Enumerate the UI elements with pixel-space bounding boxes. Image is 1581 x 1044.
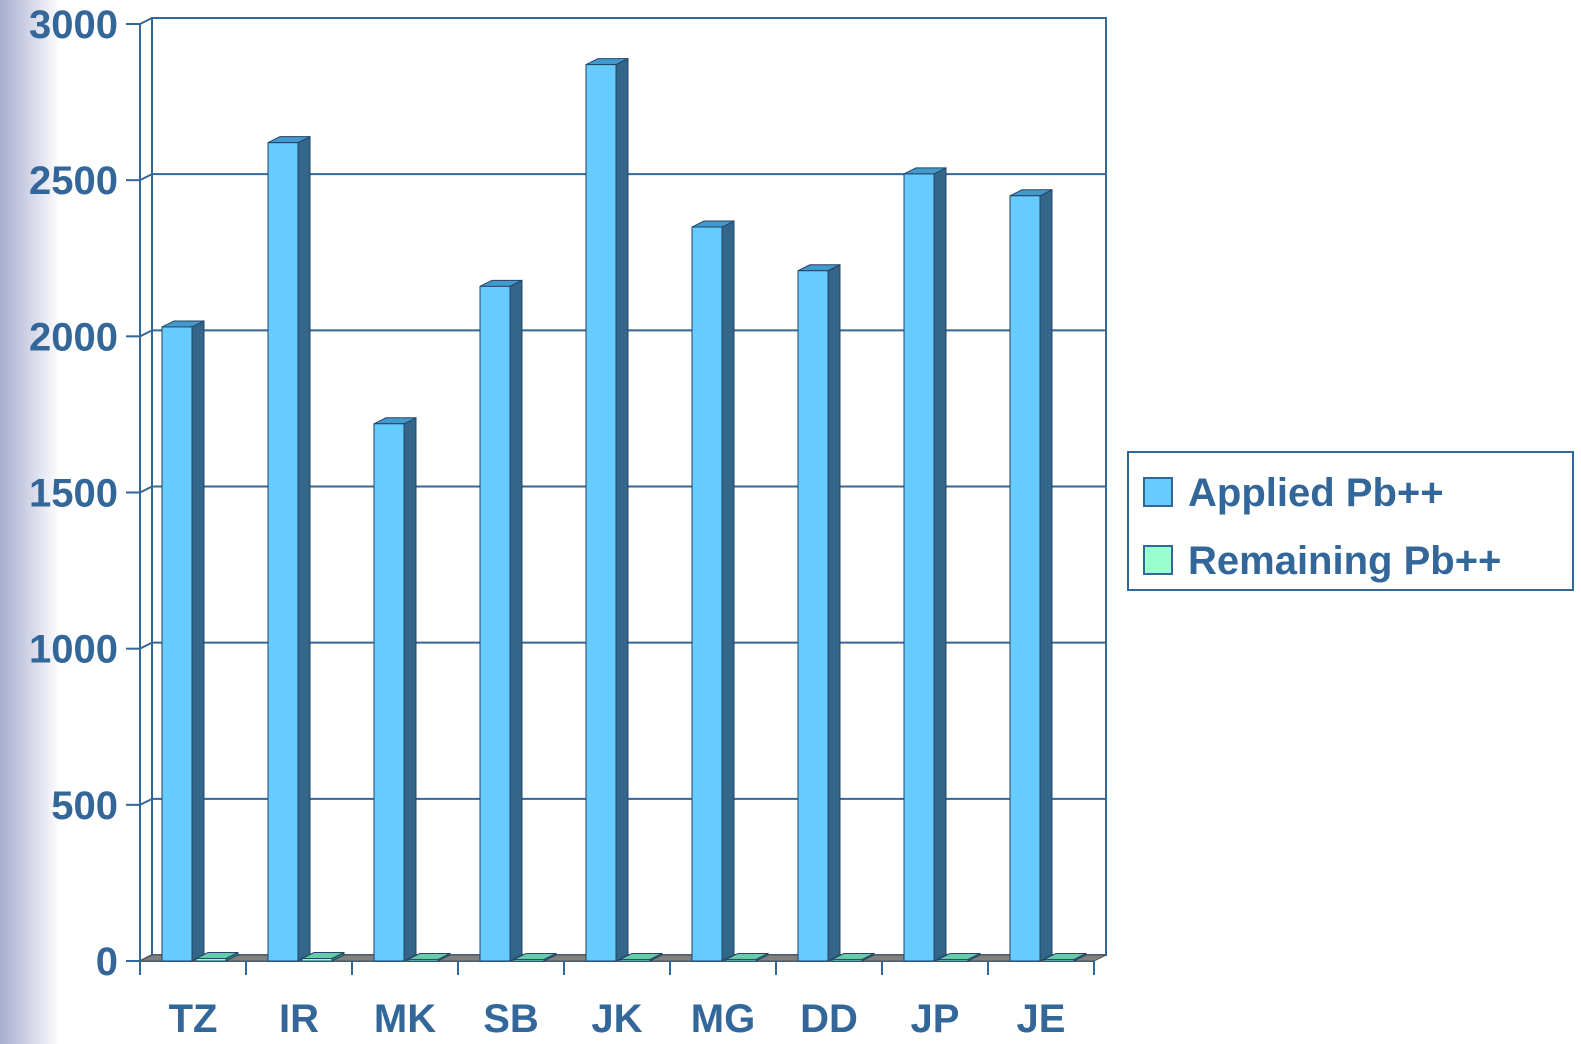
y-tick-label: 0 — [96, 940, 118, 984]
side-wall-grid-segment — [139, 797, 153, 806]
side-wall-grid-segment — [139, 17, 153, 25]
bar-applied-ir — [267, 135, 311, 962]
x-tick-label: SB — [483, 997, 539, 1041]
bar-applied-tz — [161, 320, 205, 962]
bar-remaining-ir — [301, 951, 345, 962]
bar-applied-je — [1009, 188, 1053, 962]
side-wall-grid-segment — [139, 173, 153, 182]
y-tick-label: 3000 — [29, 3, 118, 47]
x-tick-label: DD — [800, 997, 858, 1041]
legend-box — [1127, 451, 1574, 591]
legend-entry: Applied Pb++ — [1188, 471, 1444, 515]
x-tick-labels: TZ IR MK SB JK MG DD JP JE — [169, 997, 1066, 1041]
bar-remaining-sb — [513, 952, 557, 962]
bar-remaining-jp — [937, 952, 981, 962]
y-tick-labels: 0 500 1000 1500 2000 2500 3000 — [29, 3, 118, 984]
bar-remaining-tz — [195, 951, 239, 962]
y-tick-label: 1500 — [29, 472, 118, 516]
x-tick-label: JE — [1017, 997, 1066, 1041]
y-tick-label: 2000 — [29, 315, 118, 359]
x-tick-label: JK — [591, 997, 642, 1041]
bar-applied-mk — [373, 416, 417, 962]
legend-entry: Remaining Pb++ — [1188, 539, 1501, 583]
bar-applied-dd — [797, 263, 841, 962]
legend-swatch — [1143, 477, 1173, 507]
y-tick-label: 2500 — [29, 159, 118, 203]
bar-remaining-mk — [407, 952, 451, 962]
left-edge-gradient — [0, 0, 60, 1044]
bar-applied-sb — [479, 279, 523, 962]
legend: Applied Pb++ Remaining Pb++ — [1127, 451, 1574, 591]
y-tick-label: 500 — [51, 784, 118, 828]
y-tick-label: 1000 — [29, 628, 118, 672]
bar-remaining-dd — [831, 952, 875, 962]
bar-applied-jk — [585, 57, 629, 962]
bar-remaining-je — [1043, 952, 1087, 962]
x-tick-label: JP — [911, 997, 960, 1041]
bars — [161, 57, 1087, 962]
x-tick-label: MK — [374, 997, 436, 1041]
bar-applied-jp — [903, 167, 947, 962]
side-wall-grid-segment — [139, 641, 153, 650]
bar-remaining-jk — [619, 952, 663, 962]
legend-swatch — [1143, 545, 1173, 575]
bar-applied-mg — [691, 220, 735, 962]
side-wall-grid-segment — [139, 329, 153, 338]
x-tick-label: IR — [279, 997, 319, 1041]
bar-remaining-mg — [725, 952, 769, 962]
x-tick-label: TZ — [169, 997, 218, 1041]
x-tick-label: MG — [691, 997, 755, 1041]
side-wall-grid-segment — [139, 485, 153, 494]
